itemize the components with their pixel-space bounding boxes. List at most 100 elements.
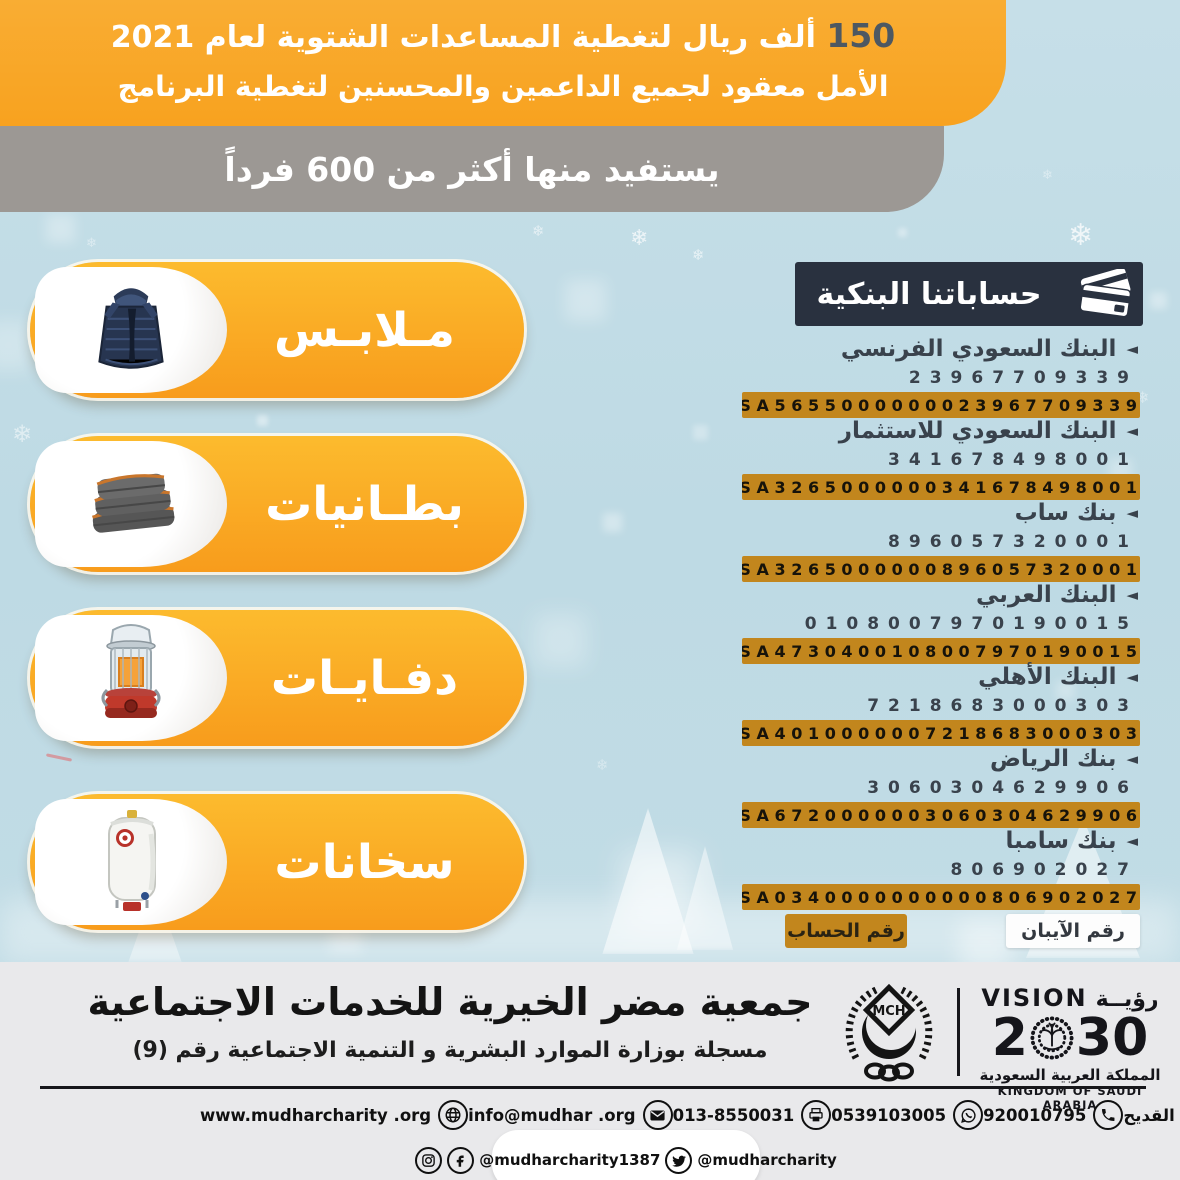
- bank-iban-bar: SA4730400108007970190015: [742, 638, 1140, 664]
- website-value: www.mudharcharity .org: [200, 1105, 432, 1125]
- bank-account-number: 3060304629906: [867, 778, 1138, 798]
- email-value: info@mudhar .org: [468, 1105, 636, 1125]
- category-button-heaters[interactable]: دفـايـات: [30, 610, 524, 746]
- contact-fax: 013-8550031: [673, 1100, 832, 1130]
- snowflake-icon: ❄: [692, 246, 705, 264]
- campaign-title: 150 ألف ريال لتغطية المساعدات الشتوية لع…: [0, 16, 1006, 55]
- bank-account-number: 23967709339: [908, 368, 1138, 388]
- vision-year-suffix: 30: [1075, 1008, 1149, 1068]
- charity-logo: MCH: [832, 974, 946, 1084]
- footer: جمعية مضر الخيرية للخدمات الاجتماعية مسج…: [0, 962, 1180, 1180]
- pointer-icon: ◄: [1126, 586, 1138, 604]
- bank-accounts-header: حساباتنا البنكية: [795, 262, 1143, 326]
- svg-text:MCH: MCH: [872, 1004, 905, 1019]
- winter-jacket-icon: [98, 288, 164, 369]
- bank-item: ◄البنك السعودي للاستثمار 341678498001 SA…: [742, 418, 1140, 500]
- category-image-area: [35, 799, 227, 925]
- contact-phone: 920010795: [983, 1100, 1124, 1130]
- category-image-area: [35, 267, 227, 393]
- pointer-icon: ◄: [1126, 750, 1138, 768]
- email-icon: [642, 1100, 673, 1130]
- category-label-clothes: مـلابـس: [274, 302, 456, 358]
- kingdom-name-ar: المملكة العربية السعودية: [979, 1066, 1161, 1084]
- snowflake-icon: ❄: [1042, 168, 1053, 183]
- fax-value: 013-8550031: [672, 1105, 795, 1125]
- snowflake-icon: ❄: [1068, 218, 1094, 253]
- bank-name: ◄البنك السعودي للاستثمار: [838, 418, 1138, 444]
- bank-name: ◄بنك الرياض: [989, 746, 1138, 772]
- footer-rule: [40, 1086, 1146, 1089]
- category-button-blankets[interactable]: بطـانيات: [30, 436, 524, 572]
- bank-iban-bar: SA5655000000023967709339: [742, 392, 1140, 418]
- fax-icon: [801, 1100, 832, 1130]
- category-button-clothes[interactable]: مـلابـس: [30, 262, 524, 398]
- water-heater-icon: [108, 810, 156, 911]
- vision-ar-text: رؤيــة: [1095, 987, 1159, 1012]
- bank-name: ◄البنك السعودي الفرنسي: [840, 336, 1138, 362]
- whatsapp-value: 0539103005: [831, 1105, 947, 1125]
- vision-wordmark: VISION رؤيــة: [972, 984, 1168, 1012]
- vision-year: 2 30: [972, 1012, 1168, 1064]
- facebook-icon: [447, 1146, 475, 1174]
- globe-icon: [438, 1100, 469, 1130]
- vision-en-text: VISION: [981, 984, 1088, 1012]
- pointer-icon: ◄: [1126, 422, 1138, 440]
- social-media-bar: @mudharcharity1387 @mudharcharity: [415, 1130, 837, 1180]
- snowflake-icon: ❄: [86, 236, 97, 251]
- pointer-icon: ◄: [1126, 668, 1138, 686]
- social-handle-ig-fb: @mudharcharity1387: [479, 1151, 661, 1169]
- account-number-legend: رقم الحساب: [785, 914, 907, 948]
- bank-iban-bar: SA4010000007218683000303: [742, 720, 1140, 746]
- snowflake-icon: ❄: [630, 226, 649, 251]
- bank-account-number: 896057320001: [888, 532, 1138, 552]
- phone-icon: [1093, 1100, 1124, 1130]
- kerosene-heater-icon: [101, 624, 161, 718]
- pointer-icon: ◄: [1126, 340, 1138, 358]
- contact-website: www.mudharcharity .org: [200, 1100, 469, 1130]
- bank-list: ◄البنك السعودي الفرنسي 23967709339 SA565…: [742, 336, 1140, 910]
- bank-iban-bar: SA3265000000896057320001: [742, 556, 1140, 582]
- bank-item: ◄البنك الأهلي 7218683000303 SA4010000007…: [742, 664, 1140, 746]
- beneficiaries-banner: يستفيد منها أكثر من 600 فرداً: [0, 126, 944, 212]
- snowflake-icon: ❄: [596, 756, 609, 774]
- contact-bar: www.mudharcharity .org info@mudhar .org …: [200, 1098, 1180, 1132]
- bank-item: ◄بنك ساب 896057320001 SA3265000000896057…: [742, 500, 1140, 582]
- bank-iban-bar: SA0340000000000806902027: [742, 884, 1140, 910]
- scribble-mark: [45, 753, 73, 762]
- snowflake-icon: ❄: [532, 222, 545, 240]
- vision-year-prefix: 2: [991, 1008, 1028, 1068]
- organization-registration: مسجلة بوزارة الموارد البشرية و التنمية ا…: [132, 1038, 768, 1063]
- whatsapp-icon: [953, 1100, 984, 1130]
- bank-name: ◄بنك ساب: [1014, 500, 1138, 526]
- bank-account-number: 341678498001: [888, 450, 1138, 470]
- bank-iban-bar: SA3265000000341678498001: [742, 474, 1140, 500]
- bank-account-number: 7218683000303: [867, 696, 1138, 716]
- phone-value: 920010795: [983, 1105, 1087, 1125]
- instagram-icon: [415, 1146, 443, 1174]
- location-value: القطيف - القديح: [1123, 1105, 1180, 1125]
- vision-2030-logo: VISION رؤيــة 2 30 المملكة العربية: [972, 984, 1168, 1112]
- bank-account-number: 0108007970190015: [804, 614, 1138, 634]
- bank-name: ◄البنك الأهلي: [978, 664, 1138, 690]
- category-image-area: [35, 441, 227, 567]
- saudi-palm-emblem-icon: [1030, 1016, 1074, 1060]
- bank-item: ◄البنك العربي 0108007970190015 SA4730400…: [742, 582, 1140, 664]
- bank-name: ◄البنك العربي: [976, 582, 1138, 608]
- contact-email: info@mudhar .org: [468, 1100, 673, 1130]
- contact-whatsapp: 0539103005: [831, 1100, 984, 1130]
- campaign-title-text: ألف ريال لتغطية المساعدات الشتوية لعام 2…: [110, 20, 816, 55]
- bank-accounts-title: حساباتنا البنكية: [816, 276, 1042, 312]
- blankets-icon: [92, 473, 175, 533]
- bank-account-number: 806902027: [950, 860, 1138, 880]
- pointer-icon: ◄: [1126, 504, 1138, 522]
- bank-item: ◄بنك الرياض 3060304629906 SA672000000306…: [742, 746, 1140, 828]
- category-button-water-heaters[interactable]: سخانات: [30, 794, 524, 930]
- snowflake-icon: ❄: [12, 420, 33, 448]
- bank-item: ◄بنك سامبا 806902027 SA03400000000008069…: [742, 828, 1140, 910]
- category-label-heaters: دفـايـات: [270, 650, 459, 706]
- social-handle-twitter: @mudharcharity: [697, 1151, 837, 1169]
- contact-location: القطيف - القديح: [1123, 1100, 1180, 1130]
- iban-legend: رقم الآيبان: [1006, 914, 1140, 948]
- bank-item: ◄البنك السعودي الفرنسي 23967709339 SA565…: [742, 336, 1140, 418]
